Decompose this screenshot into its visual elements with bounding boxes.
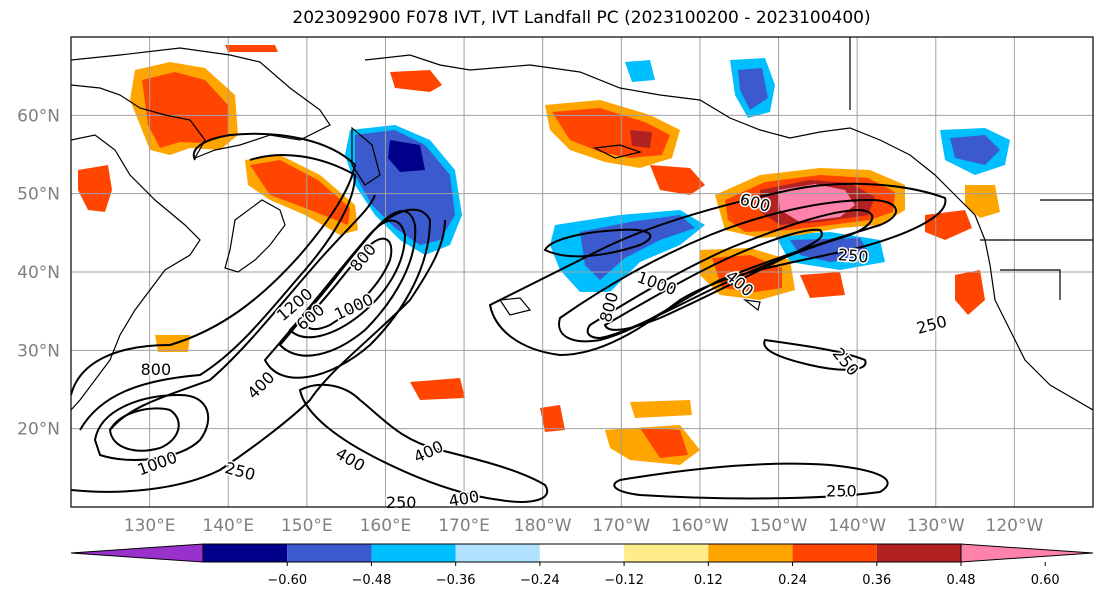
longitude-tick-label: 160°W bbox=[671, 516, 729, 536]
longitude-tick-label: 160°E bbox=[360, 516, 412, 536]
ivt-contour-800 bbox=[603, 228, 823, 331]
colorbar-swatch bbox=[539, 544, 625, 562]
negative-anomaly-area bbox=[950, 135, 1000, 165]
positive-anomaly-area bbox=[142, 72, 228, 148]
latitude-tick-label: 60°N bbox=[17, 106, 60, 126]
ivt-contour-250 bbox=[71, 132, 357, 396]
colorbar-tick-label: −0.60 bbox=[267, 573, 307, 588]
ivt-contour-600 bbox=[586, 208, 874, 340]
latitude-labels: 20°N 30°N 40°N 50°N 60°N bbox=[17, 106, 60, 439]
ivt-contour-250 bbox=[763, 338, 867, 371]
longitude-tick-label: 130°E bbox=[124, 516, 176, 536]
positive-anomaly-area bbox=[630, 130, 652, 148]
ivt-contour-400 bbox=[298, 383, 549, 503]
colorbar-tick-label: −0.12 bbox=[604, 573, 644, 588]
colorbar-swatch bbox=[708, 544, 793, 562]
negative-anomaly-area bbox=[625, 60, 655, 82]
ivt-contour-250 bbox=[71, 219, 446, 493]
positive-anomaly-area bbox=[250, 160, 350, 225]
negative-anomaly-area bbox=[388, 140, 425, 172]
ivt-contour-250 bbox=[488, 182, 947, 357]
colorbar-tick-label: 0.24 bbox=[778, 573, 807, 588]
longitude-tick-label: 130°W bbox=[907, 516, 965, 536]
positive-anomaly-area bbox=[78, 165, 112, 212]
colorbar-swatch bbox=[287, 544, 372, 562]
longitude-tick-label: 170°E bbox=[438, 516, 490, 536]
longitude-tick-label: 180°W bbox=[514, 516, 572, 536]
contour-value-label: 800 bbox=[346, 240, 380, 276]
ivt-contour-250 bbox=[543, 228, 652, 258]
contour-value-label: 250 bbox=[837, 245, 869, 267]
contour-value-label: 800 bbox=[596, 290, 622, 324]
longitude-tick-label: 150°W bbox=[750, 516, 808, 536]
positive-anomaly-area bbox=[390, 70, 442, 92]
colorbar-swatch bbox=[371, 544, 456, 562]
colorbar-swatch bbox=[203, 544, 288, 562]
pc-shading-layer bbox=[78, 45, 1010, 465]
colorbar-tick-label: −0.48 bbox=[352, 573, 392, 588]
colorbar-tick-label: 0.36 bbox=[862, 573, 891, 588]
colorbar-tick-label: 0.48 bbox=[947, 573, 976, 588]
contour-value-label: 250 bbox=[826, 481, 857, 500]
colorbar-frame bbox=[202, 543, 962, 563]
latitude-tick-label: 30°N bbox=[17, 341, 60, 361]
negative-anomaly-area bbox=[738, 68, 768, 110]
ivt-contour-1000 bbox=[108, 407, 180, 452]
contour-value-label: 250 bbox=[829, 344, 863, 380]
map-frame bbox=[70, 36, 1094, 508]
colorbar-swatch bbox=[876, 544, 961, 562]
colorbar bbox=[70, 543, 1094, 563]
positive-anomaly-area bbox=[965, 185, 1000, 218]
ivt-contour-800 bbox=[93, 393, 210, 461]
contour-value-label: 400 bbox=[243, 368, 278, 403]
contour-value-label: 400 bbox=[332, 444, 368, 476]
ivt-contour-600 bbox=[109, 194, 376, 431]
contour-value-label: 250 bbox=[386, 493, 417, 512]
latitude-tick-label: 40°N bbox=[17, 263, 60, 283]
contour-value-label: 1000 bbox=[135, 448, 180, 480]
positive-anomaly-area bbox=[410, 378, 465, 400]
longitude-tick-label: 170°W bbox=[592, 516, 650, 536]
positive-anomaly-area bbox=[630, 400, 692, 418]
colorbar-tick-label: 0.60 bbox=[1031, 573, 1060, 588]
coastlines bbox=[71, 37, 1093, 411]
longitude-tick-label: 150°E bbox=[281, 516, 333, 536]
colorbar-min-extension bbox=[70, 543, 204, 563]
ivt-contours bbox=[71, 132, 947, 503]
longitude-tick-label: 120°W bbox=[986, 516, 1044, 536]
ivt-contour-400 bbox=[558, 198, 897, 343]
colorbar-max-extension bbox=[960, 543, 1094, 563]
graticule bbox=[71, 37, 1093, 507]
colorbar-tick-label: −0.24 bbox=[520, 573, 560, 588]
longitude-tick-label: 140°E bbox=[202, 516, 254, 536]
positive-anomaly-area bbox=[640, 428, 688, 458]
longitude-tick-label: 140°W bbox=[828, 516, 886, 536]
colorbar-swatch bbox=[455, 544, 540, 562]
ivt-contour-250 bbox=[613, 462, 889, 500]
colorbar-tick-label: 0.12 bbox=[694, 573, 723, 588]
positive-anomaly-area bbox=[650, 165, 705, 195]
ivt-contour-400 bbox=[79, 154, 357, 431]
ivt-contour-400 bbox=[263, 208, 432, 379]
map-title: 2023092900 F078 IVT, IVT Landfall PC (20… bbox=[292, 8, 871, 28]
longitude-labels: 130°E 140°E 150°E 160°E 170°E 180°W 170°W 160°W… bbox=[124, 516, 1044, 536]
positive-anomaly-area bbox=[955, 270, 985, 315]
positive-anomaly-area bbox=[925, 210, 972, 240]
negative-anomaly-area bbox=[355, 130, 455, 245]
latitude-tick-label: 20°N bbox=[17, 420, 60, 440]
ivt-contour-1000 bbox=[303, 237, 393, 331]
positive-anomaly-area bbox=[540, 405, 565, 432]
colorbar-swatch bbox=[624, 544, 709, 562]
contour-value-label: 250 bbox=[914, 312, 948, 338]
colorbar-tick-label: −0.36 bbox=[436, 573, 476, 588]
positive-anomaly-area bbox=[800, 272, 845, 298]
colorbar-labels: −0.60 −0.48 −0.36 −0.24 −0.12 0.12 0.24 0.36 0.4… bbox=[267, 562, 1060, 588]
contour-value-label: 800 bbox=[141, 360, 172, 379]
latitude-tick-label: 50°N bbox=[17, 185, 60, 205]
colorbar-swatch bbox=[792, 544, 877, 562]
positive-anomaly-area bbox=[225, 45, 278, 52]
